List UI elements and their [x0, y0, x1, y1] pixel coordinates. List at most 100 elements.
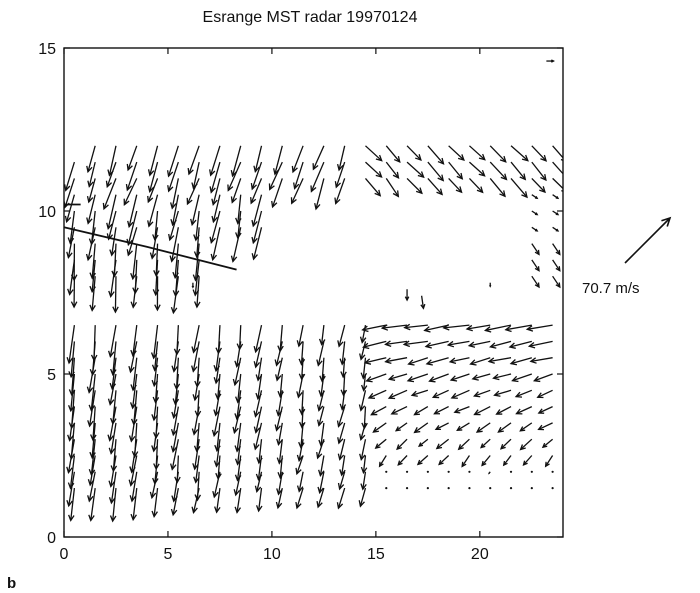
wind-vector — [147, 178, 159, 204]
wind-vector — [128, 455, 138, 487]
wind-vector — [552, 275, 561, 289]
wind-vector — [387, 389, 408, 400]
wind-vector — [310, 161, 325, 193]
x-tick-label: 0 — [60, 546, 69, 563]
wind-vector — [406, 161, 425, 179]
wind-vector — [255, 488, 263, 513]
wind-vector — [314, 178, 325, 211]
wind-vector — [468, 470, 471, 473]
wind-vector — [87, 161, 96, 188]
y-tick-label: 15 — [38, 41, 56, 58]
wind-vector — [66, 325, 76, 365]
wind-vector — [215, 325, 223, 355]
wind-vector — [410, 389, 429, 397]
wind-vector — [187, 145, 200, 176]
reference-vector-label: 70.7 m/s — [582, 280, 640, 297]
wind-vector — [128, 341, 138, 374]
x-tick-label: 20 — [471, 546, 489, 563]
wind-vector — [151, 488, 159, 518]
wind-vector — [334, 178, 346, 205]
wind-vector — [424, 340, 449, 349]
wind-vector — [384, 340, 408, 347]
wind-vector — [250, 161, 263, 191]
wind-vector — [105, 161, 117, 189]
wind-vector — [370, 406, 387, 416]
wind-vector — [170, 194, 179, 227]
panel-label: b — [7, 575, 16, 592]
wind-vector — [275, 357, 283, 382]
wind-vector — [68, 390, 76, 430]
wind-vector — [531, 194, 539, 200]
wind-vector — [497, 422, 512, 433]
wind-vector — [154, 276, 161, 312]
wind-vector — [68, 357, 76, 397]
reference-vector — [624, 216, 672, 264]
wind-vector — [418, 438, 429, 447]
wind-vector — [153, 439, 160, 471]
wind-vector — [495, 406, 512, 415]
wind-vector — [385, 161, 400, 179]
y-tick-label: 5 — [47, 367, 56, 384]
wind-vector — [67, 455, 76, 490]
tropopause-line — [63, 226, 237, 271]
wind-vector — [509, 470, 513, 473]
wind-vector — [126, 227, 138, 257]
wind-vector — [316, 341, 325, 367]
wind-vector — [318, 325, 326, 346]
wind-vector — [420, 295, 426, 310]
wind-vector — [380, 324, 408, 331]
wind-vector — [110, 439, 118, 473]
wind-vector — [230, 145, 242, 178]
wind-vector — [89, 276, 96, 312]
wind-vector — [525, 324, 553, 332]
wind-vector — [365, 373, 387, 383]
wind-vector — [405, 487, 409, 490]
wind-vector — [358, 390, 367, 412]
wind-vector — [339, 455, 346, 477]
wind-vector — [551, 487, 554, 490]
wind-vector — [253, 341, 263, 369]
wind-vector — [87, 471, 96, 503]
wind-vector — [277, 373, 284, 399]
wind-vector — [552, 177, 563, 192]
x-tick-label: 10 — [263, 546, 281, 563]
wind-vector — [234, 390, 242, 421]
wind-vector — [230, 178, 242, 204]
wind-vector-top — [546, 59, 555, 63]
wind-vector — [274, 341, 283, 367]
wind-vector — [461, 455, 470, 468]
wind-vector — [211, 178, 221, 206]
x-tick-label: 15 — [367, 546, 385, 563]
wind-vector — [152, 406, 160, 440]
wind-vector — [130, 243, 138, 281]
wind-vector — [416, 455, 429, 466]
wind-vector — [522, 455, 533, 466]
wind-vector — [173, 325, 181, 356]
wind-vector — [363, 357, 387, 365]
wind-vector — [360, 471, 367, 491]
wind-vector — [271, 178, 283, 209]
wind-vector — [447, 487, 450, 490]
wind-vector — [537, 422, 553, 431]
wind-vector — [126, 145, 138, 172]
wind-vector — [336, 406, 346, 428]
wind-vector — [253, 422, 263, 451]
wind-vector — [107, 145, 117, 177]
wind-vector — [66, 471, 76, 508]
wind-vector — [433, 406, 449, 415]
wind-vector — [251, 227, 263, 261]
wind-vector — [413, 422, 429, 434]
wind-vector — [473, 406, 491, 416]
wind-vector — [434, 422, 449, 431]
wind-vector — [89, 243, 96, 280]
wind-vector — [255, 357, 263, 382]
wind-vector — [475, 422, 491, 433]
wind-vector — [361, 406, 368, 430]
wind-vector — [276, 422, 283, 447]
wind-vector — [234, 488, 242, 514]
wind-vector — [214, 422, 221, 453]
wind-vector — [468, 177, 484, 194]
wind-vector — [316, 487, 325, 509]
wind-vector — [130, 390, 138, 426]
wind-vector — [64, 161, 76, 192]
